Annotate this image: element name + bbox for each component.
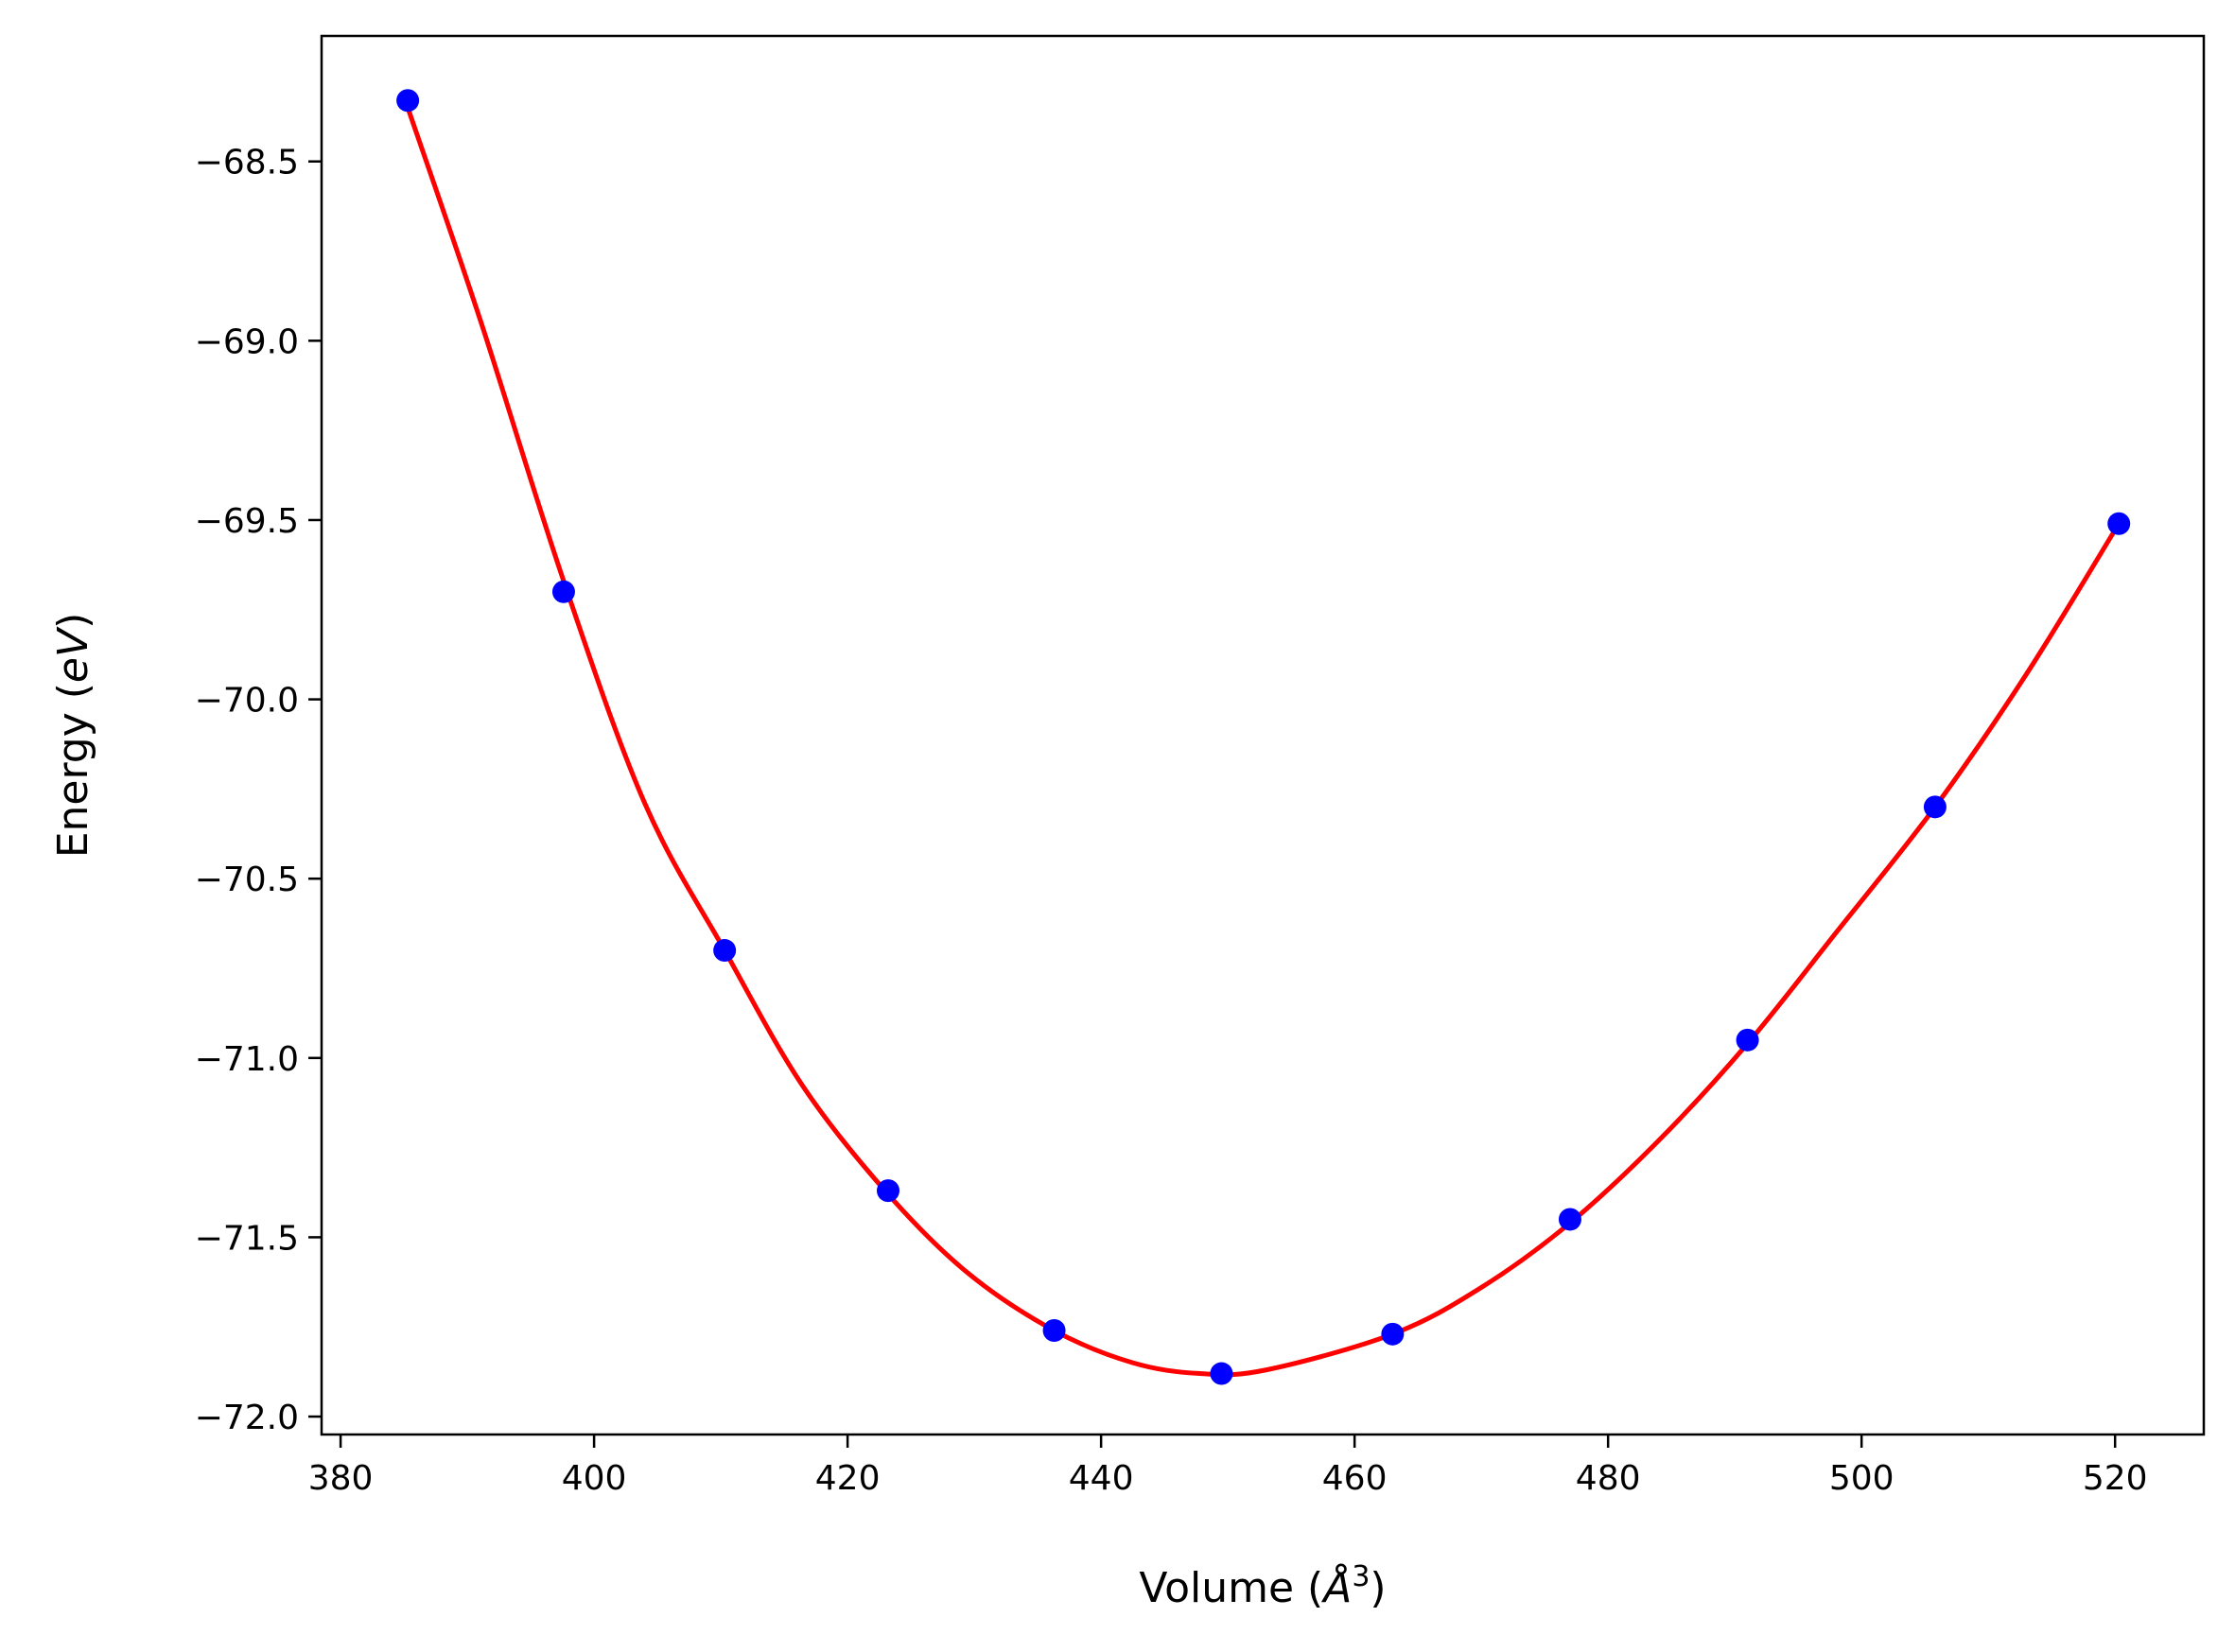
x-axis-label: Volume (Å3) bbox=[1139, 1560, 1386, 1613]
x-axis-label-symbol: Å bbox=[1320, 1562, 1352, 1612]
y-tick-label: −72.0 bbox=[195, 1399, 299, 1437]
x-tick-label: 520 bbox=[2083, 1459, 2148, 1498]
x-axis-label-superscript: 3 bbox=[1352, 1560, 1370, 1593]
data-point bbox=[1381, 1322, 1405, 1346]
data-point bbox=[1923, 795, 1947, 819]
x-tick-label: 500 bbox=[1829, 1459, 1895, 1498]
data-point bbox=[877, 1179, 900, 1203]
x-tick-label: 380 bbox=[308, 1459, 374, 1498]
y-tick-label: −70.0 bbox=[195, 682, 299, 721]
y-tick-label: −68.5 bbox=[195, 144, 299, 183]
ticks-layer: 380 400 420 440 460 480 500 520 −68.5 −69.0 −69.5 −… bbox=[195, 144, 2148, 1498]
y-tick-label: −69.0 bbox=[195, 322, 299, 361]
x-tick-label: 420 bbox=[815, 1459, 881, 1498]
y-axis-label: Energy (eV) bbox=[49, 613, 97, 859]
y-tick-label: −71.5 bbox=[195, 1219, 299, 1258]
data-point bbox=[1210, 1362, 1233, 1385]
x-tick-label: 400 bbox=[562, 1459, 627, 1498]
fit-curve-line bbox=[405, 107, 2122, 1378]
y-tick-label: −69.5 bbox=[195, 502, 299, 541]
series-layer bbox=[396, 89, 2131, 1385]
x-axis-label-prefix: Volume ( bbox=[1139, 1564, 1323, 1612]
y-tick-label: −70.5 bbox=[195, 861, 299, 899]
y-axis-label-suffix: ) bbox=[49, 613, 97, 629]
data-point bbox=[1042, 1319, 1066, 1343]
data-point bbox=[1558, 1208, 1581, 1231]
data-point bbox=[551, 580, 575, 603]
data-point bbox=[396, 89, 420, 113]
x-tick-label: 440 bbox=[1069, 1459, 1134, 1498]
data-point bbox=[713, 939, 737, 963]
data-point bbox=[1736, 1028, 1759, 1052]
y-tick-label: −71.0 bbox=[195, 1040, 299, 1079]
x-tick-label: 460 bbox=[1322, 1459, 1388, 1498]
data-point bbox=[2107, 512, 2131, 535]
x-tick-label: 480 bbox=[1576, 1459, 1641, 1498]
x-axis-label-suffix: ) bbox=[1370, 1564, 1386, 1612]
y-axis-label-italic: eV bbox=[49, 626, 97, 683]
plot-frame bbox=[320, 34, 2206, 1436]
y-axis-label-prefix: Energy ( bbox=[49, 683, 97, 858]
